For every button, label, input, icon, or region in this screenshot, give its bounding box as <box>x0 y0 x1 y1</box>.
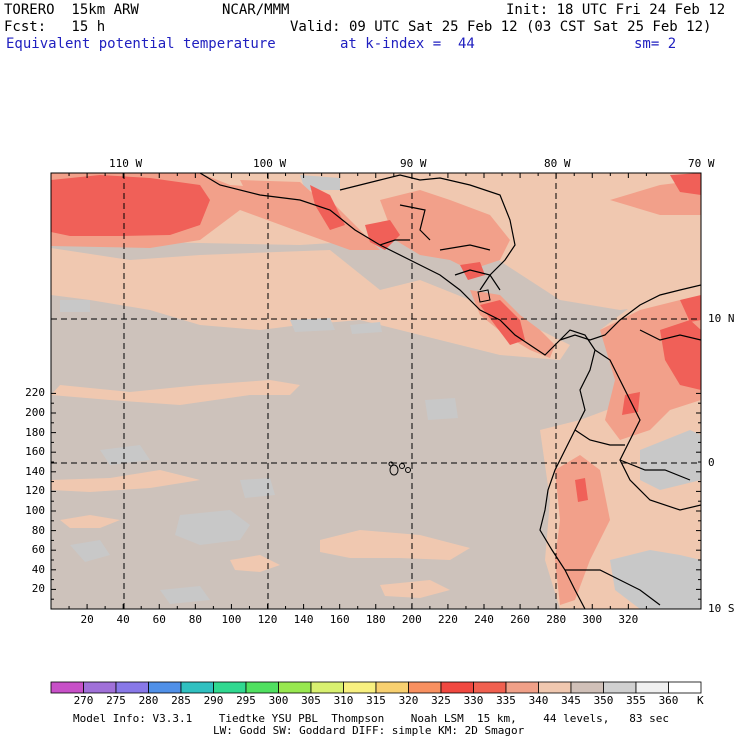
colorbar-label: 300 <box>268 694 289 707</box>
colorbar-label: 345 <box>561 694 581 707</box>
y-tick-label: 180 <box>25 425 45 439</box>
colorbar-swatch <box>603 681 637 694</box>
colorbar-swatch <box>148 681 182 694</box>
level-label: at k-index = 44 <box>340 36 475 52</box>
x-tick-label: 320 <box>618 613 639 626</box>
center-name: NCAR/MMM <box>222 2 290 18</box>
x-tick-label: 300 <box>582 613 603 626</box>
lon-label-70w: 70 W <box>688 157 715 170</box>
theta-e-350-zone <box>60 175 701 609</box>
colorbar-label: 290 <box>203 694 224 707</box>
init-time: Init: 18 UTC Fri 24 Feb 12 <box>506 2 726 18</box>
x-tick-label: 240 <box>474 613 494 626</box>
x-tick-label: 180 <box>365 613 386 626</box>
colorbar-swatch <box>115 681 149 694</box>
model-name: TORERO 15km ARW <box>4 2 139 18</box>
lat-label-10n: 10 N <box>708 312 735 325</box>
x-tick-label: 200 <box>401 613 422 626</box>
x-tick-label: 160 <box>329 613 350 626</box>
colorbar-swatch <box>50 681 84 694</box>
colorbar-swatch <box>213 681 247 694</box>
colorbar-label: 315 <box>366 694 386 707</box>
coastlines <box>199 173 701 609</box>
lon-label-80w: 80 W <box>544 157 571 170</box>
axis-ticks <box>51 173 701 609</box>
colorbar-label: 285 <box>171 694 191 707</box>
colorbar-label: 320 <box>398 694 419 707</box>
x-tick-label: 80 <box>188 613 202 626</box>
x-tick-label: 140 <box>293 613 314 626</box>
colorbar-label: 335 <box>496 694 516 707</box>
lat-label-10s: 10 S <box>708 602 735 615</box>
forecast-hour: Fcst: 15 h <box>4 19 106 35</box>
model-info: Model Info: V3.3.1 Tiedtke YSU PBL Thomp… <box>73 712 670 725</box>
lat-label-0: 0 <box>708 456 715 469</box>
colorbar-swatch <box>440 681 474 694</box>
y-tick-label: 160 <box>25 445 45 459</box>
colorbar-swatch <box>310 681 344 694</box>
lake-nicaragua <box>477 289 491 303</box>
y-tick-label: 120 <box>25 484 45 498</box>
field-name: Equivalent potential temperature <box>6 36 276 52</box>
theta-e-330-zone <box>51 173 701 502</box>
colorbar-swatch <box>343 681 377 694</box>
colorbar-label: 275 <box>106 694 126 707</box>
y-tick-label: 100 <box>25 504 45 517</box>
y-tick-label: 140 <box>25 464 45 478</box>
x-tick-label: 100 <box>221 613 242 626</box>
lon-label-90w: 90 W <box>400 157 427 170</box>
colorbar-swatch <box>668 681 702 694</box>
y-tick-label: 20 <box>31 582 45 596</box>
colorbar-swatch <box>278 681 312 694</box>
y-tick-label: 60 <box>31 543 45 557</box>
colorbar-label: 280 <box>138 694 159 707</box>
colorbar-label: 325 <box>431 694 451 707</box>
galapagos-islands <box>388 461 411 476</box>
colorbar-swatch <box>375 681 409 694</box>
smooth-label: sm= 2 <box>634 36 677 52</box>
colorbar-label: 360 <box>658 694 679 707</box>
colorbar-swatch <box>635 681 669 694</box>
colorbar-unit: K <box>697 694 704 707</box>
colorbar-label: 340 <box>528 694 549 707</box>
colorbar-label: 330 <box>463 694 484 707</box>
valid-time: Valid: 09 UTC Sat 25 Feb 12 (03 CST Sat … <box>290 19 712 35</box>
y-tick-label: 220 <box>25 386 45 400</box>
lon-label-100w: 100 W <box>253 157 287 170</box>
x-tick-label: 20 <box>80 613 94 626</box>
x-tick-label: 260 <box>510 613 531 626</box>
y-tick-label: 80 <box>31 523 45 537</box>
y-tick-label: 200 <box>25 406 45 419</box>
colorbar-swatch <box>538 681 572 694</box>
lon-label-110w: 110 W <box>109 157 143 170</box>
colorbar-label: 350 <box>593 694 614 707</box>
latlon-grid <box>51 173 701 609</box>
colorbar-swatch <box>570 681 604 694</box>
y-tick-label: 40 <box>31 562 45 576</box>
colorbar-swatch <box>180 681 214 694</box>
x-tick-label: 60 <box>152 613 166 626</box>
model-physics: LW: Godd SW: Goddard DIFF: simple KM: 2D… <box>213 724 525 737</box>
colorbar-label: 305 <box>301 694 321 707</box>
x-tick-label: 280 <box>546 613 567 626</box>
colorbar <box>50 681 702 694</box>
colorbar-swatch <box>408 681 442 694</box>
x-tick-label: 220 <box>437 613 458 626</box>
colorbar-swatch <box>473 681 507 694</box>
colorbar-swatch <box>505 681 539 694</box>
colorbar-swatch <box>83 681 117 694</box>
colorbar-label: 355 <box>626 694 646 707</box>
colorbar-swatch <box>245 681 279 694</box>
colorbar-label: 270 <box>73 694 94 707</box>
colorbar-label: 310 <box>333 694 354 707</box>
colorbar-label: 295 <box>236 694 256 707</box>
x-tick-label: 120 <box>257 613 278 626</box>
x-tick-label: 40 <box>116 613 130 626</box>
